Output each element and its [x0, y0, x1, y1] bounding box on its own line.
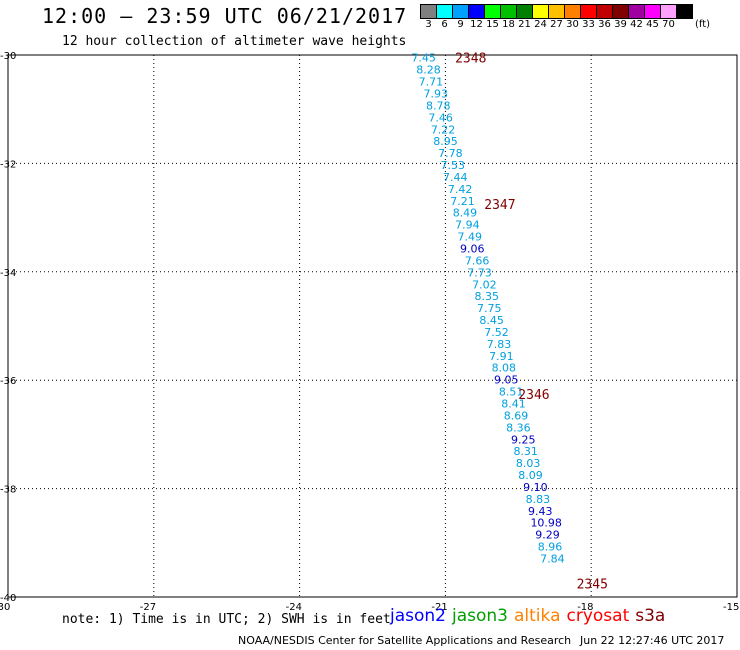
wave-height-label: 8.51: [499, 386, 524, 399]
generated-timestamp: Jun 22 12:27:46 UTC 2017: [580, 634, 725, 647]
legend-label: 33: [582, 19, 595, 30]
wave-height-label: 8.69: [504, 409, 528, 422]
wave-height-label: 7.93: [424, 87, 449, 100]
wave-height-label: 9.06: [460, 242, 485, 255]
time-label: 2348: [455, 52, 486, 67]
legend-label: 21: [518, 19, 531, 30]
legend-label: 6: [441, 19, 448, 30]
wave-height-label: 10.98: [530, 517, 562, 530]
legend-label: 18: [502, 19, 515, 30]
lon-tick-label: -24: [286, 602, 302, 613]
wave-height-label: 8.78: [426, 99, 451, 112]
wave-height-label: 8.95: [433, 135, 458, 148]
wave-height-label: 7.78: [438, 147, 463, 160]
wave-height-label: 8.03: [516, 457, 541, 470]
wave-height-label: 8.36: [506, 421, 531, 434]
lat-tick-label: -34: [0, 268, 16, 279]
legend-label: 27: [550, 19, 563, 30]
legend-label: 15: [486, 19, 499, 30]
lon-tick-label: -15: [723, 602, 739, 613]
wave-height-label: 7.73: [467, 266, 492, 279]
map-frame: [7, 54, 738, 598]
wave-height-label: 8.08: [492, 362, 517, 375]
lon-tick-label: -18: [577, 602, 593, 613]
wave-height-label: 8.83: [526, 493, 551, 506]
wave-height-label: 8.31: [513, 445, 538, 458]
wave-height-label: 8.28: [416, 64, 441, 77]
lon-tick-label: -21: [431, 602, 447, 613]
wave-height-label: 7.71: [419, 76, 444, 89]
legend-label: 45: [646, 19, 659, 30]
legend-labels: 3 6 9 12 15 18 21 24 27 30 33 36 39 42 45 70 (ft): [421, 19, 710, 30]
lon-tick-label: -30: [0, 602, 10, 613]
wave-height-label: 7.42: [448, 183, 473, 196]
wave-height-label: 7.44: [443, 171, 468, 184]
credit-text: NOAA/NESDIS Center for Satellite Applica…: [238, 634, 572, 647]
wave-height-label: 7.02: [472, 278, 497, 291]
legend-label: 9: [457, 19, 464, 30]
lat-tick-label: -30: [0, 51, 16, 62]
legend-label: 3: [425, 19, 432, 30]
time-label: 2345: [577, 577, 608, 592]
wave-height-label: 7.91: [489, 350, 514, 363]
lat-tick-label: -38: [0, 485, 16, 496]
legend-label: 24: [534, 19, 547, 30]
satellite-name: jason3: [452, 606, 508, 626]
wave-height-label: 7.45: [411, 52, 436, 65]
satellite-name: cryosat: [566, 606, 630, 626]
wave-height-label: 7.49: [458, 231, 483, 244]
legend-label: 36: [598, 19, 611, 30]
footer-note: note: 1) Time is in UTC; 2) SWH is in fe…: [62, 612, 391, 627]
legend-unit: (ft): [695, 19, 711, 30]
wave-height-label: 9.05: [494, 374, 519, 387]
legend-label: 70: [662, 19, 675, 30]
lon-tick-label: -27: [140, 602, 156, 613]
page-title: 12:00 – 23:59 UTC 06/21/2017: [42, 4, 408, 28]
wave-height-label: 7.84: [540, 553, 565, 566]
wave-height-label: 7.94: [455, 219, 480, 232]
wave-height-label: 7.66: [465, 254, 490, 267]
wave-height-label: 7.46: [428, 111, 453, 124]
wave-height-label: 9.10: [523, 481, 548, 494]
lat-tick-label: -36: [0, 376, 16, 387]
lat-tick-label: -32: [0, 159, 16, 170]
wave-height-label: 8.09: [518, 469, 543, 482]
page-subtitle: 12 hour collection of altimeter wave hei…: [62, 34, 407, 49]
wave-height-label: 7.22: [431, 123, 456, 136]
wave-height-label: 7.75: [477, 302, 502, 315]
legend-label: 12: [470, 19, 483, 30]
satellite-name: jason2: [390, 606, 446, 626]
wave-height-label: 7.52: [484, 326, 509, 339]
lat-tick-label: -40: [0, 593, 16, 604]
satellite-name: s3a: [635, 606, 666, 626]
time-label: 2346: [518, 388, 549, 403]
wave-height-label: 7.21: [450, 195, 475, 208]
wave-height-label: 7.83: [487, 338, 512, 351]
wave-height-label: 8.96: [538, 541, 563, 554]
legend-label: 42: [630, 19, 643, 30]
color-legend: 3 6 9 12 15 18 21 24 27 30 33 36 39 42 45 70 (ft): [420, 4, 710, 30]
wave-height-label: 8.49: [453, 207, 478, 220]
legend-swatch: [676, 4, 693, 19]
legend-swatches: [420, 4, 710, 19]
wave-height-label: 7.53: [441, 159, 466, 172]
legend-label: 39: [614, 19, 627, 30]
wave-height-label: 8.41: [501, 398, 526, 411]
wave-height-label: 9.43: [528, 505, 553, 518]
satellite-name: altika: [514, 606, 561, 626]
wave-height-label: 9.25: [511, 433, 536, 446]
satellite-legend: jason2 jason3 altika cryosat s3a: [390, 606, 671, 626]
wave-height-label: 8.35: [475, 290, 500, 303]
legend-label: 30: [566, 19, 579, 30]
wave-height-label: 9.29: [535, 529, 560, 542]
time-label: 2347: [484, 198, 515, 213]
wave-height-label: 8.45: [479, 314, 504, 327]
